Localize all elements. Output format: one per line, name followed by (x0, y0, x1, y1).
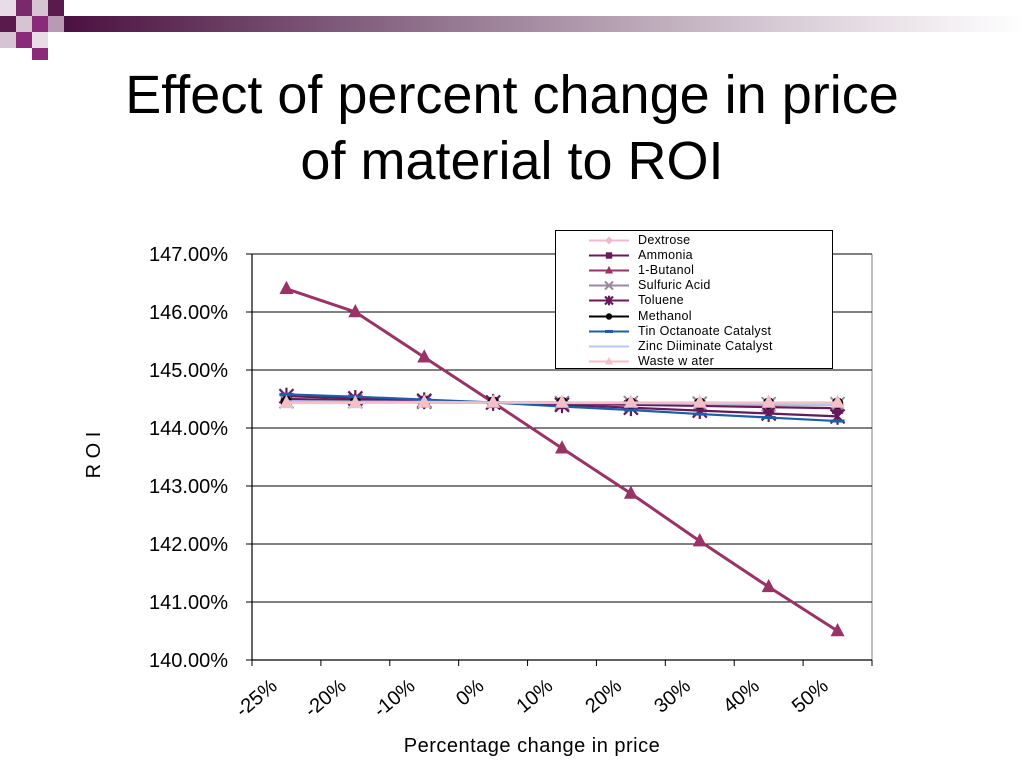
legend-item: Waste w ater (556, 354, 832, 369)
series-1-butanol (279, 280, 845, 637)
data-point (279, 280, 294, 295)
x-tick-label: 10% (512, 675, 557, 718)
data-point (605, 356, 613, 365)
data-point (692, 412, 707, 416)
data-point (605, 252, 613, 259)
x-tick-label: -25% (232, 675, 282, 722)
data-point (605, 266, 613, 274)
data-point (761, 416, 776, 420)
x-tick-label: 30% (650, 675, 695, 718)
data-point (604, 296, 614, 306)
y-tick-label: 145.00% (149, 360, 228, 382)
legend-item: Sulfuric Acid (556, 278, 832, 293)
data-point (623, 485, 638, 499)
legend-swatch (589, 266, 629, 274)
legend-swatch (589, 296, 629, 306)
slide-title: Effect of percent change in price of mat… (20, 62, 1004, 194)
legend-swatch (589, 329, 629, 333)
legend-item: Dextrose (556, 233, 832, 248)
legend-item: Zinc Diiminate Catalyst (556, 339, 832, 354)
y-tick-label: 142.00% (149, 534, 228, 556)
data-point (348, 395, 363, 409)
data-point-stroke (604, 281, 614, 291)
slide-title-line-1: Effect of percent change in price (125, 65, 899, 125)
data-point (605, 312, 613, 320)
legend-label: Tin Octanoate Catalyst (638, 323, 772, 338)
x-tick-label: 50% (788, 675, 833, 718)
data-point (623, 408, 638, 412)
data-point (348, 303, 363, 318)
data-point (604, 281, 614, 291)
data-point (761, 394, 776, 408)
y-tick-label: 141.00% (149, 592, 228, 614)
data-point (830, 394, 845, 408)
x-tick-label: 40% (719, 675, 764, 718)
legend-label: Sulfuric Acid (638, 278, 711, 293)
data-point (486, 394, 501, 408)
legend-item: Ammonia (556, 248, 832, 263)
legend-swatch (589, 236, 629, 245)
chart-gridlines (252, 253, 873, 660)
legend-item: Toluene (556, 293, 832, 308)
legend-label: Waste w ater (638, 353, 715, 368)
chart-labels: 140.00% 141.00% 142.00% 143.00% 144.00% 145.0… (83, 244, 833, 757)
data-point (417, 349, 432, 363)
data-point (555, 440, 569, 454)
data-point (417, 394, 432, 408)
x-axis-title: Percentage change in price (404, 735, 661, 757)
chart-legend: Dextrose Ammonia 1-Butanol Sulfuric Acid Tol… (555, 230, 833, 369)
decorative-header-squares (0, 0, 1024, 60)
y-tick-label: 143.00% (149, 476, 228, 498)
data-point (623, 394, 638, 408)
legend-swatch (589, 281, 629, 291)
data-point (555, 394, 569, 408)
x-tick-label: -10% (370, 675, 420, 722)
slide-title-line-2: of material to ROI (300, 131, 724, 191)
legend-swatch (589, 252, 629, 259)
chart-axes (246, 253, 873, 666)
legend-swatch (589, 345, 629, 348)
legend-swatch (589, 312, 629, 320)
legend-label: Zinc Diiminate Catalyst (638, 338, 773, 353)
x-tick-label: 20% (581, 675, 626, 718)
data-point (692, 533, 707, 547)
data-point (761, 578, 776, 593)
y-axis-title: R O I (83, 432, 105, 479)
y-tick-label: 144.00% (149, 418, 228, 440)
y-tick-label: 146.00% (149, 302, 228, 324)
legend-item: Methanol (556, 309, 832, 324)
legend-swatch (589, 356, 629, 365)
y-tick-label: 147.00% (149, 244, 228, 266)
legend-item: Tin Octanoate Catalyst (556, 324, 832, 339)
data-point (279, 395, 294, 409)
data-point (279, 392, 294, 396)
legend-label: Dextrose (638, 233, 691, 247)
y-tick-label: 140.00% (149, 650, 228, 672)
chart-series (278, 280, 846, 637)
legend-label: Methanol (638, 308, 692, 323)
x-tick-label: 0% (452, 675, 488, 711)
legend-label: Ammonia (638, 248, 693, 263)
legend-item: 1-Butanol (556, 263, 832, 278)
legend-label: Toluene (638, 293, 684, 308)
legend-label: 1-Butanol (638, 263, 695, 278)
series-waste-w-ater (279, 394, 845, 409)
x-tick-label: -20% (301, 675, 351, 722)
data-point (830, 419, 845, 423)
data-point (692, 394, 707, 408)
data-point (605, 236, 613, 245)
data-point (830, 622, 845, 637)
data-point (605, 329, 613, 333)
